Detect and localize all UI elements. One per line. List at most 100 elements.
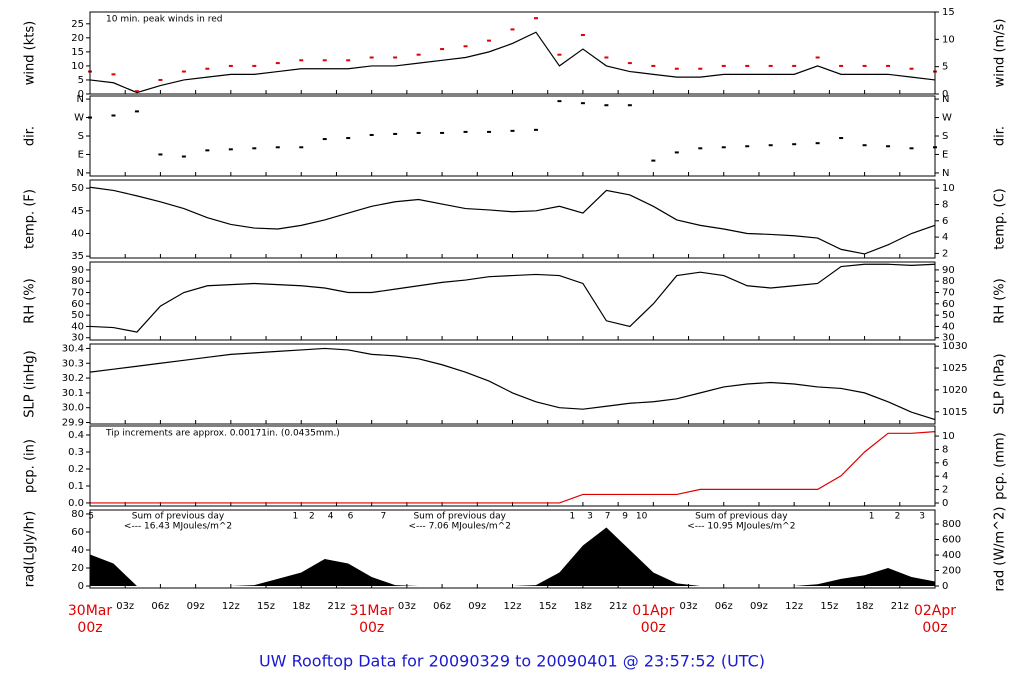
hour-mark: 10 <box>636 512 648 522</box>
x-tick-label-day: 00z <box>359 620 384 636</box>
x-tick-label: 21z <box>327 601 345 612</box>
y-tick-label: 40 <box>71 545 84 556</box>
data-point <box>158 78 163 81</box>
y2-axis-label: SLP (hPa) <box>993 353 1008 414</box>
data-point <box>487 130 492 133</box>
x-date-label: 02Apr <box>914 603 956 619</box>
data-point <box>205 149 210 152</box>
y-tick-label: 0.2 <box>68 464 84 475</box>
data-point <box>275 62 280 65</box>
y2-tick-label: 2 <box>942 485 948 496</box>
data-point <box>369 133 374 136</box>
y-tick-label: 30.3 <box>62 358 84 369</box>
y2-tick-label: 60 <box>942 299 955 310</box>
data-point <box>393 56 398 59</box>
x-tick-label: 09z <box>750 601 768 612</box>
y-axis-label: temp. (F) <box>23 189 38 249</box>
data-point <box>533 17 538 20</box>
y-tick-label: 60 <box>71 527 84 538</box>
data-point <box>745 64 750 67</box>
data-point <box>111 114 116 117</box>
y-tick-label: 0.1 <box>68 481 84 492</box>
y-tick-label: 90 <box>71 265 84 276</box>
line <box>89 263 936 333</box>
y2-axis-label: pcp. (mm) <box>993 432 1008 499</box>
data-point <box>158 153 163 156</box>
y-tick-label: 30.0 <box>62 403 84 414</box>
annotation: Tip increments are approx. 0.00171in. (0… <box>105 429 340 439</box>
x-tick-label: 12z <box>785 601 803 612</box>
panel-frame <box>89 425 936 507</box>
y2-tick-label: 0 <box>942 89 948 100</box>
y2-tick-label: 15 <box>942 7 955 18</box>
data-point <box>440 48 445 51</box>
y2-tick-label: 8 <box>942 199 948 210</box>
y2-tick-label: 10 <box>942 34 955 45</box>
y-tick-label: 80 <box>71 276 84 287</box>
x-date-label: 30Mar <box>68 603 112 619</box>
hour-mark: 1 <box>569 512 575 522</box>
y2-tick-label: 200 <box>942 566 961 577</box>
y2-tick-label: 6 <box>942 458 948 469</box>
y2-tick-label: 400 <box>942 550 961 561</box>
data-point <box>322 138 327 141</box>
x-tick-label: 06z <box>715 601 733 612</box>
y-tick-label: 35 <box>71 251 84 262</box>
x-tick-label: 06z <box>151 601 169 612</box>
data-point <box>487 39 492 42</box>
y2-axis-label: RH (%) <box>993 278 1008 323</box>
data-point <box>299 146 304 149</box>
y2-tick-label: 70 <box>942 288 955 299</box>
hour-mark: 7 <box>381 512 387 522</box>
y-tick-label: 30.2 <box>62 373 84 384</box>
y-tick-label: 40 <box>71 229 84 240</box>
data-point <box>181 155 186 158</box>
y2-tick-label: 10 <box>942 431 955 442</box>
y-axis-label: rad(Lgly/hr) <box>23 511 38 587</box>
data-point <box>111 73 116 76</box>
y-tick-label: E <box>78 149 84 160</box>
x-tick-label: 15z <box>257 601 275 612</box>
y-tick-label: 60 <box>71 299 84 310</box>
y-tick-label: 45 <box>71 206 84 217</box>
data-point <box>627 104 632 107</box>
y2-tick-label: 1020 <box>942 385 967 396</box>
y-tick-label: 29.9 <box>62 418 84 429</box>
data-point <box>205 67 210 70</box>
y-tick-label: S <box>78 131 84 142</box>
y-axis-label: RH (%) <box>23 278 38 323</box>
data-point <box>721 64 726 67</box>
y-tick-label: 5 <box>78 75 84 86</box>
data-point <box>369 56 374 59</box>
y-tick-label: 40 <box>71 321 84 332</box>
hour-mark: 3 <box>919 512 925 522</box>
x-tick-label: 03z <box>398 601 416 612</box>
day-sum-value: <--- 10.95 MJoules/m^2 <box>687 522 795 532</box>
x-date-label: 31Mar <box>350 603 394 619</box>
hour-mark: 2 <box>895 512 901 522</box>
hour-mark: 6 <box>348 512 354 522</box>
x-tick-label-day: 00z <box>641 620 666 636</box>
x-tick-label: 12z <box>222 601 240 612</box>
data-point <box>815 142 820 145</box>
line <box>90 431 936 504</box>
data-point <box>228 64 233 67</box>
data-point <box>651 159 656 162</box>
x-tick-label: 06z <box>433 601 451 612</box>
data-point <box>768 144 773 147</box>
data-point <box>862 64 867 67</box>
y2-axis-label: temp. (C) <box>993 188 1008 250</box>
x-tick-label: 03z <box>680 601 698 612</box>
day-sum-title: Sum of previous day <box>132 512 225 522</box>
line <box>89 347 936 421</box>
data-point <box>299 59 304 62</box>
day-sum-value: <--- 16.43 MJoules/m^2 <box>124 522 232 532</box>
data-point <box>580 102 585 105</box>
y2-tick-label: 8 <box>942 444 948 455</box>
data-point <box>698 67 703 70</box>
x-tick-label: 18z <box>292 601 310 612</box>
y2-axis-label: wind (m/s) <box>993 19 1008 88</box>
y2-tick-label: 80 <box>942 276 955 287</box>
data-point <box>604 104 609 107</box>
x-tick-label-day: 00z <box>77 620 102 636</box>
